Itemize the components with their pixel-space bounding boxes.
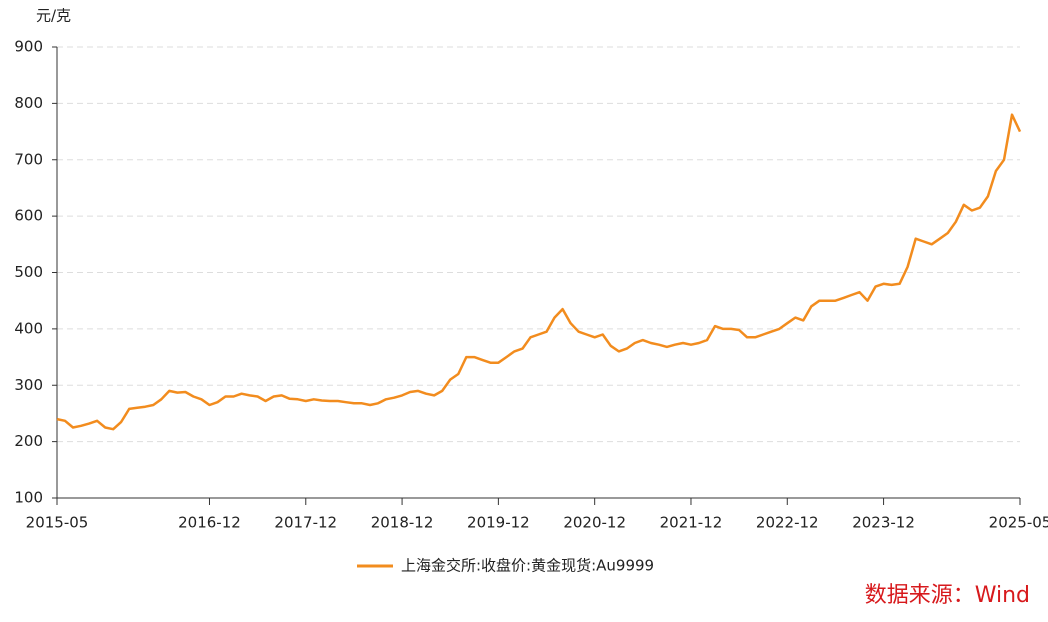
x-tick-label: 2023-12 [852,514,915,532]
x-tick-label: 2019-12 [467,514,530,532]
x-tick-label: 2025-05 [989,514,1048,532]
source-note: 数据来源：Wind [865,583,1030,608]
x-tick-label: 2015-05 [26,514,89,532]
y-tick-label: 400 [14,319,43,337]
x-tick-label: 2017-12 [274,514,337,532]
x-tick-label: 2016-12 [178,514,241,532]
y-tick-label: 100 [14,489,43,507]
y-tick-label: 800 [14,94,43,112]
x-tick-label: 2020-12 [563,514,626,532]
y-tick-label: 600 [14,207,43,225]
y-axis-unit: 元/克 [36,7,71,25]
x-tick-label: 2018-12 [371,514,434,532]
y-tick-label: 300 [14,376,43,394]
x-tick-label: 2021-12 [660,514,723,532]
y-tick-label: 900 [14,38,43,56]
price-line [56,113,1022,431]
y-tick-label: 500 [14,263,43,281]
x-tick-label: 2022-12 [756,514,819,532]
y-tick-label: 700 [14,150,43,168]
legend-label: 上海金交所:收盘价:黄金现货:Au9999 [401,557,654,575]
y-tick-label: 200 [14,432,43,450]
